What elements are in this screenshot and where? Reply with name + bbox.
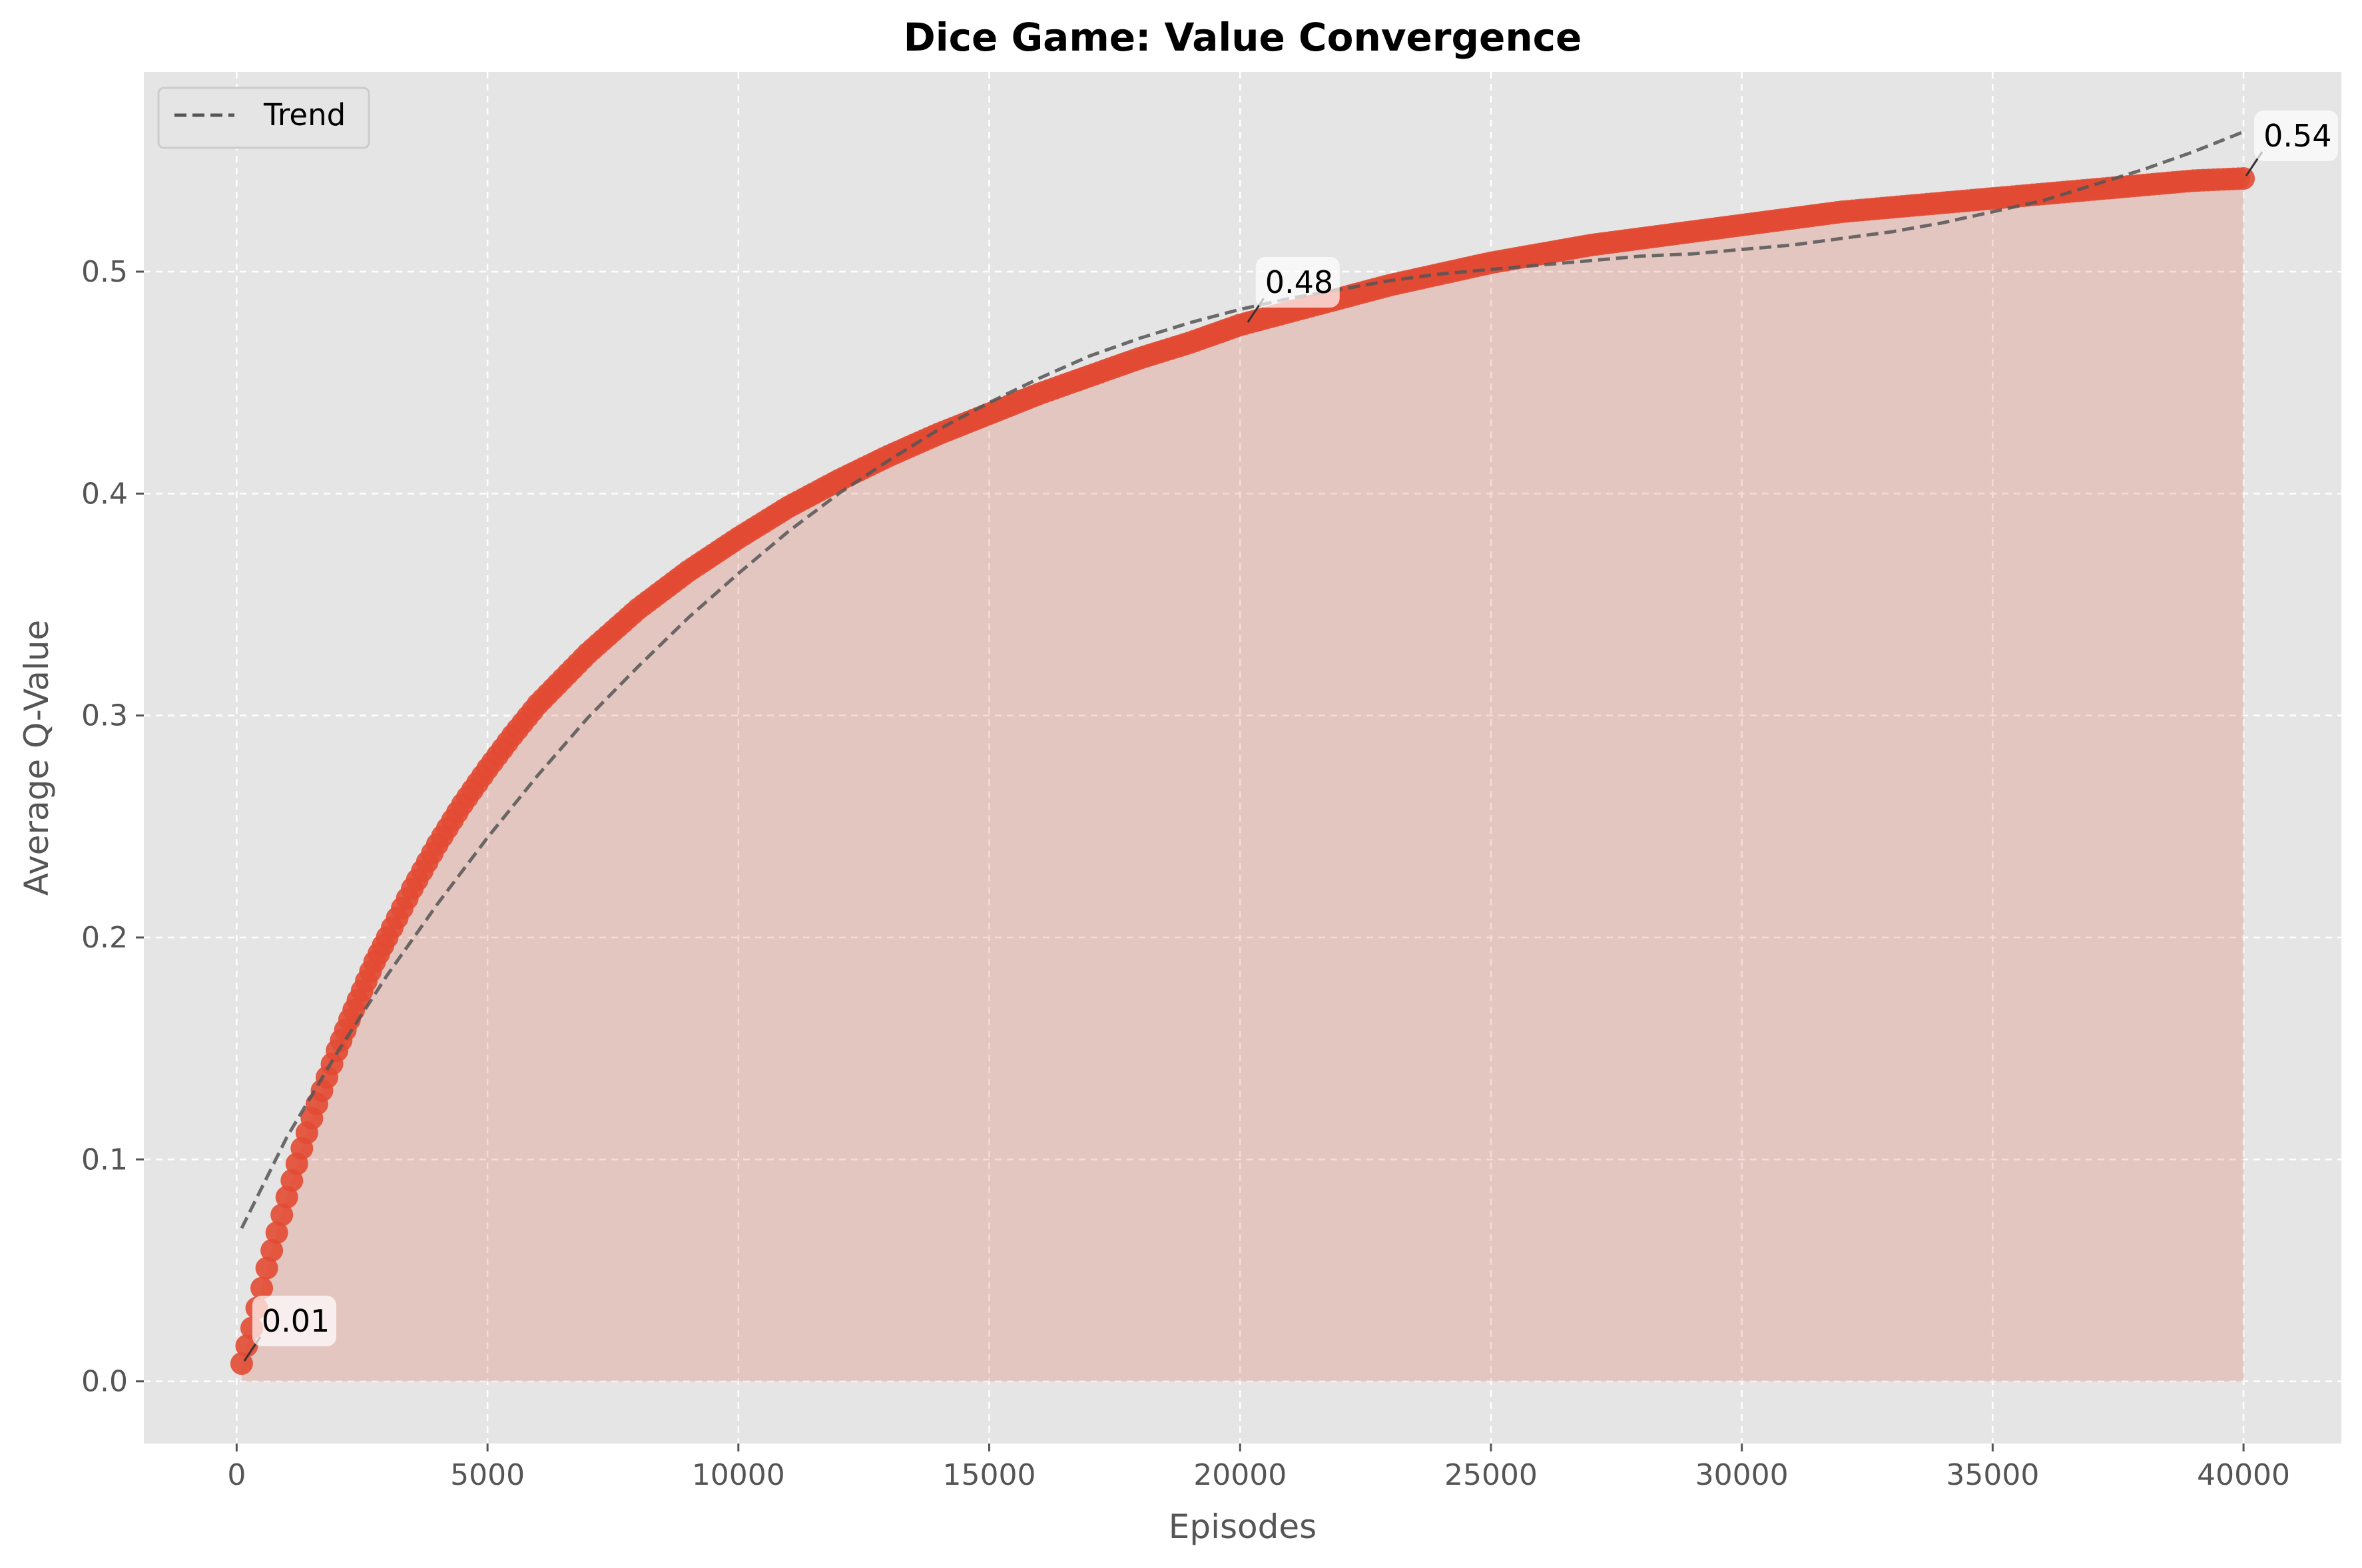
x-tick-label: 35000 — [1946, 1458, 2039, 1492]
annotation-label: 0.01 — [262, 1303, 330, 1339]
data-point — [250, 1276, 274, 1300]
x-axis-label: Episodes — [1169, 1507, 1317, 1546]
grid — [144, 72, 2341, 1443]
data-point — [265, 1221, 288, 1244]
x-tick-label: 25000 — [1444, 1458, 1538, 1492]
annotation-label: 0.48 — [1265, 264, 1333, 300]
y-tick-label: 0.1 — [81, 1143, 128, 1176]
y-tick-label: 0.2 — [81, 921, 128, 955]
trend-line — [240, 130, 2245, 1229]
x-tick-label: 10000 — [692, 1458, 785, 1492]
x-tick-label: 30000 — [1695, 1458, 1789, 1492]
x-tick-label: 0 — [227, 1458, 246, 1492]
annotation-box — [1255, 257, 1340, 308]
x-tick-label: 15000 — [943, 1458, 1036, 1492]
plot-area — [144, 72, 2341, 1443]
y-tick-label: 0.0 — [81, 1365, 128, 1399]
x-tick-label: 40000 — [2197, 1458, 2290, 1492]
data-point — [235, 1334, 258, 1358]
legend: Trend — [157, 87, 370, 149]
chart-title: Dice Game: Value Convergence — [904, 15, 1582, 60]
y-tick-label: 0.5 — [81, 255, 128, 289]
annotation-box — [252, 1296, 336, 1346]
data-point — [2232, 167, 2255, 190]
annotation-label: 0.54 — [2263, 118, 2331, 154]
area-fill-path — [241, 178, 2244, 1382]
data-point — [270, 1203, 294, 1226]
legend-trend-label: Trend — [263, 97, 346, 132]
data-point — [260, 1239, 284, 1262]
trend-line-path — [240, 130, 2245, 1229]
annotation-box — [2254, 111, 2339, 161]
y-tick-label: 0.3 — [81, 699, 128, 733]
x-tick-label: 20000 — [1193, 1458, 1287, 1492]
annotations: 0.01 0.48 0.54 — [243, 111, 2339, 1362]
area-fill — [241, 178, 2244, 1382]
y-tick-label: 0.4 — [81, 477, 128, 511]
data-point — [255, 1256, 278, 1280]
x-tick-label: 5000 — [450, 1458, 525, 1492]
axis-ticks: 0 5000 10000 15000 20000 25000 30000 35000 40000… — [81, 255, 2290, 1492]
legend-box — [157, 87, 370, 149]
y-axis-label: Average Q-Value — [17, 620, 56, 896]
